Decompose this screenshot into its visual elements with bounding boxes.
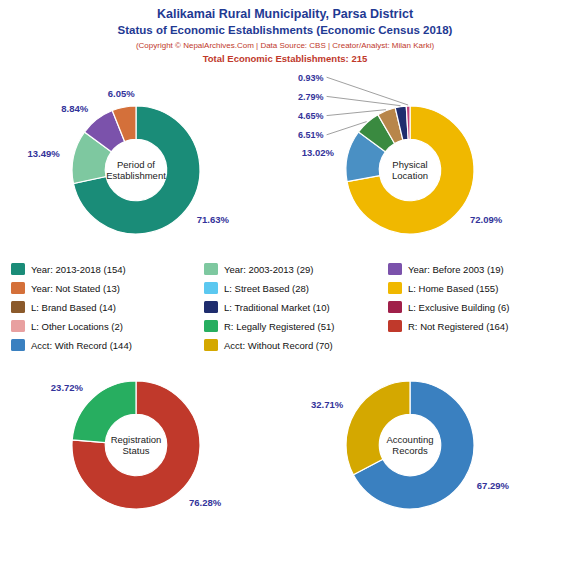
slice <box>406 106 410 139</box>
annotation: (Copyright © NepalArchives.Com | Data So… <box>136 41 434 50</box>
data-label: 13.02% <box>302 147 335 158</box>
leader-line <box>327 77 409 105</box>
legend-swatch <box>388 282 402 294</box>
data-label: 4.65% <box>298 111 324 121</box>
legend-swatch <box>204 282 218 294</box>
data-label: 13.49% <box>27 148 60 159</box>
legend-entry: L: Traditional Market (10) <box>224 302 330 313</box>
legend-swatch <box>204 320 218 332</box>
legend-swatch <box>388 263 402 275</box>
slice <box>112 106 136 141</box>
data-label: 72.09% <box>470 214 503 225</box>
leader-line <box>327 96 401 105</box>
data-label: 32.71% <box>311 399 344 410</box>
legend-swatch <box>11 320 25 332</box>
slice <box>72 381 200 509</box>
legend-entry: R: Not Registered (164) <box>408 321 508 332</box>
donut-chart <box>72 381 200 509</box>
data-label: 8.84% <box>61 103 88 114</box>
legend-entry: L: Street Based (28) <box>224 283 309 294</box>
legend-swatch <box>11 301 25 313</box>
title: Kalikamai Rural Municipality, Parsa Dist… <box>157 7 414 21</box>
legend-entry: Year: Not Stated (13) <box>31 283 120 294</box>
legend-entry: L: Brand Based (14) <box>31 302 116 313</box>
donut-chart <box>72 106 200 234</box>
legend-swatch <box>388 320 402 332</box>
legend-entry: L: Home Based (155) <box>408 283 498 294</box>
data-label: 6.51% <box>298 130 324 140</box>
legend-swatch <box>11 282 25 294</box>
data-label: 76.28% <box>189 497 222 508</box>
legend-entry: Acct: With Record (144) <box>31 340 132 351</box>
legend-swatch <box>11 263 25 275</box>
subtitle: Status of Economic Establishments (Econo… <box>118 24 453 36</box>
data-label: 23.72% <box>51 382 84 393</box>
leader-line <box>327 110 386 116</box>
legend-swatch <box>204 301 218 313</box>
figure: Kalikamai Rural Municipality, Parsa Dist… <box>0 0 570 570</box>
center-label: AccountingRecords <box>386 434 433 457</box>
legend-entry: Year: 2003-2013 (29) <box>224 264 313 275</box>
legend-swatch <box>388 301 402 313</box>
data-label: 0.93% <box>298 73 324 83</box>
legend-entry: L: Exclusive Building (6) <box>408 302 509 313</box>
donut-chart <box>346 381 474 509</box>
legend-swatch <box>204 339 218 351</box>
annotation: Total Economic Establishments: 215 <box>203 53 368 64</box>
center-label: RegistrationStatus <box>111 434 162 457</box>
legend-entry: L: Other Locations (2) <box>31 321 123 332</box>
donut-chart <box>346 106 474 234</box>
legend-swatch <box>11 339 25 351</box>
legend-entry: Year: 2013-2018 (154) <box>31 264 126 275</box>
data-label: 71.63% <box>197 214 230 225</box>
legend-entry: R: Legally Registered (51) <box>224 321 334 332</box>
data-label: 6.05% <box>108 88 135 99</box>
center-label: PhysicalLocation <box>392 159 428 182</box>
slice <box>346 381 410 475</box>
data-label: 2.79% <box>298 92 324 102</box>
legend-entry: Year: Before 2003 (19) <box>408 264 504 275</box>
legend: Year: 2013-2018 (154) Year: Not Stated (1… <box>11 263 509 351</box>
data-label: 67.29% <box>477 480 510 491</box>
center-label: Period ofEstablishment <box>106 159 166 182</box>
legend-swatch <box>204 263 218 275</box>
legend-entry: Acct: Without Record (70) <box>224 340 333 351</box>
leader-line <box>327 122 367 135</box>
